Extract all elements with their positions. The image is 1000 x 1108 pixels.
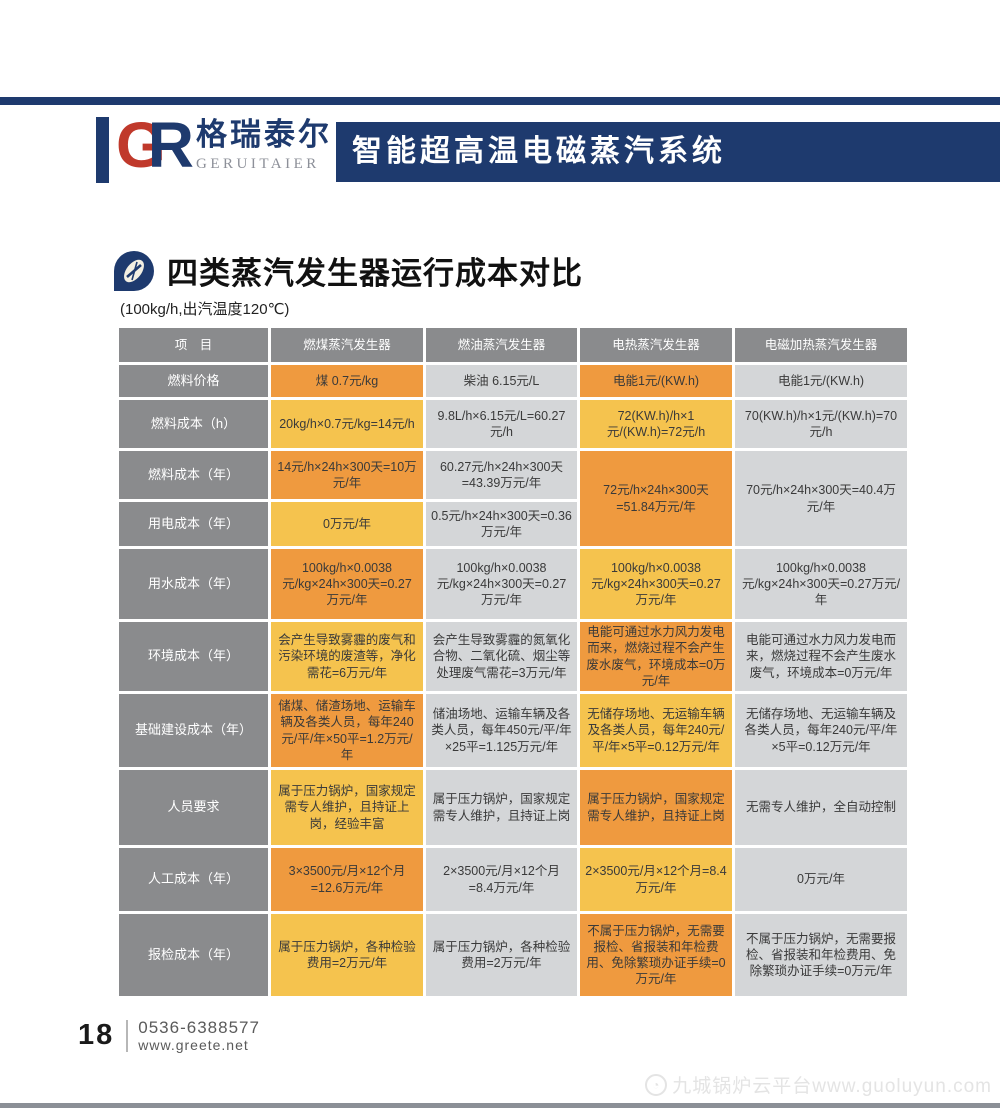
logo-name-cn: 格瑞泰尔 [196,117,332,152]
company-logo: GR 格瑞泰尔 GERUITAIER [116,110,332,180]
watermark-text: 九城锅炉云平台www.guoluyun.com [672,1076,992,1097]
row-label: 人工成本（年） [119,848,268,911]
table-cell: 无需专人维护，全自动控制 [735,770,907,845]
table-cell: 电能可通过水力风力发电而来，燃烧过程不会产生废水废气，环境成本=0万元/年 [580,622,732,691]
page-number: 18 [78,1019,115,1051]
section-title: 四类蒸汽发生器运行成本对比 [167,256,583,291]
table-cell: 电能1元/(KW.h) [735,365,907,397]
table-cell: 属于压力锅炉，国家规定需专人维护，且持证上岗 [426,770,577,845]
table-cell: 100kg/h×0.0038元/kg×24h×300天=0.27万元/年 [735,549,907,619]
table-cell: 属于压力锅炉，各种检验费用=2万元/年 [271,914,423,996]
logo-letter-g: G [116,109,166,181]
page-bottom-rule [0,1103,1000,1108]
table-cell: 100kg/h×0.0038元/kg×24h×300天=0.27万元/年 [580,549,732,619]
table-cell: 会产生导致雾霾的氮氧化合物、二氧化硫、烟尘等处理废气需花=3万元/年 [426,622,577,691]
table-cell: 会产生导致雾霾的废气和污染环境的废渣等，净化需花=6万元/年 [271,622,423,691]
table-cell-merged: 72元/h×24h×300天=51.84万元/年 [580,451,732,546]
table-cell: 属于压力锅炉，国家规定需专人维护，且持证上岗，经验丰富 [271,770,423,845]
logo-gr-monogram: GR [116,109,194,181]
table-cell: 属于压力锅炉，国家规定需专人维护，且持证上岗 [580,770,732,845]
row-label: 基础建设成本（年） [119,694,268,767]
row-label: 环境成本（年） [119,622,268,691]
table-cell: 储油场地、运输车辆及各类人员，每年450元/平/年×25平=1.125万元/年 [426,694,577,767]
table-cell: 无储存场地、无运输车辆及各类人员，每年240元/平/年×5平=0.12万元/年 [735,694,907,767]
footer-website: www.greete.net [138,1037,249,1053]
row-label: 用水成本（年） [119,549,268,619]
table-cell: 属于压力锅炉，各种检验费用=2万元/年 [426,914,577,996]
page-footer: 18 0536-6388577 www.greete.net [78,1018,260,1053]
header-top-rule [0,97,1000,105]
table-cell: 无储存场地、无运输车辆及各类人员，每年240元/平/年×5平=0.12万元/年 [580,694,732,767]
table-cell: 不属于压力锅炉，无需要报检、省报装和年检费用、免除繁琐办证手续=0万元/年 [735,914,907,996]
table-cell: 20kg/h×0.7元/kg=14元/h [271,400,423,448]
watermark-logo-icon: ◔ [645,1073,668,1096]
table-cell: 72(KW.h)/h×1元/(KW.h)=72元/h [580,400,732,448]
row-label: 报检成本（年） [119,914,268,996]
logo-letter-r: R [147,109,194,181]
header-left-accent-bar [96,117,109,183]
table-cell: 不属于压力锅炉，无需要报检、省报装和年检费用、免除繁琐办证手续=0万元/年 [580,914,732,996]
table-cell: 煤 0.7元/kg [271,365,423,397]
col-header-oil: 燃油蒸汽发生器 [426,328,577,362]
col-header-electric: 电热蒸汽发生器 [580,328,732,362]
row-label: 人员要求 [119,770,268,845]
table-cell: 电能可通过水力风力发电而来，燃烧过程不会产生废水废气，环境成本=0万元/年 [735,622,907,691]
section-bullet-icon [114,250,154,291]
col-header-electromagnetic: 电磁加热蒸汽发生器 [735,328,907,362]
row-label: 燃料价格 [119,365,268,397]
table-cell: 14元/h×24h×300天=10万元/年 [271,451,423,499]
table-cell: 0万元/年 [271,502,423,546]
footer-phone: 0536-6388577 [138,1018,260,1037]
section-subtitle: (100kg/h,出汽温度120℃) [120,301,290,318]
table-cell: 9.8L/h×6.15元/L=60.27元/h [426,400,577,448]
row-label: 燃料成本（年） [119,451,268,499]
table-cell: 100kg/h×0.0038元/kg×24h×300天=0.27万元/年 [426,549,577,619]
footer-contact: 0536-6388577 www.greete.net [138,1018,260,1053]
header-banner-title: 智能超高温电磁蒸汽系统 [336,122,1000,182]
table-cell: 3×3500元/月×12个月=12.6万元/年 [271,848,423,911]
table-cell: 60.27元/h×24h×300天=43.39万元/年 [426,451,577,499]
table-cell: 70(KW.h)/h×1元/(KW.h)=70元/h [735,400,907,448]
logo-name-en: GERUITAIER [196,156,320,172]
table-cell: 100kg/h×0.0038元/kg×24h×300天=0.27万元/年 [271,549,423,619]
table-cell: 电能1元/(KW.h) [580,365,732,397]
table-cell: 2×3500元/月×12个月=8.4万元/年 [426,848,577,911]
col-header-coal: 燃煤蒸汽发生器 [271,328,423,362]
table-cell: 储煤、储渣场地、运输车辆及各类人员，每年240元/平/年×50平=1.2万元/年 [271,694,423,767]
row-label: 用电成本（年） [119,502,268,546]
col-header-item: 项 目 [119,328,268,362]
cost-comparison-table: 项 目 燃煤蒸汽发生器 燃油蒸汽发生器 电热蒸汽发生器 电磁加热蒸汽发生器 燃料… [119,328,907,996]
table-cell: 0.5元/h×24h×300天=0.36万元/年 [426,502,577,546]
table-cell: 2×3500元/月×12个月=8.4万元/年 [580,848,732,911]
row-label: 燃料成本（h） [119,400,268,448]
footer-divider [126,1019,129,1052]
logo-text: 格瑞泰尔 GERUITAIER [196,110,332,174]
table-cell-merged: 70元/h×24h×300天=40.4万元/年 [735,451,907,546]
table-cell: 柴油 6.15元/L [426,365,577,397]
watermark: ◔ 九城锅炉云平台www.guoluyun.com [645,1071,992,1098]
table-cell: 0万元/年 [735,848,907,911]
section-title-row: 四类蒸汽发生器运行成本对比 [113,248,583,293]
